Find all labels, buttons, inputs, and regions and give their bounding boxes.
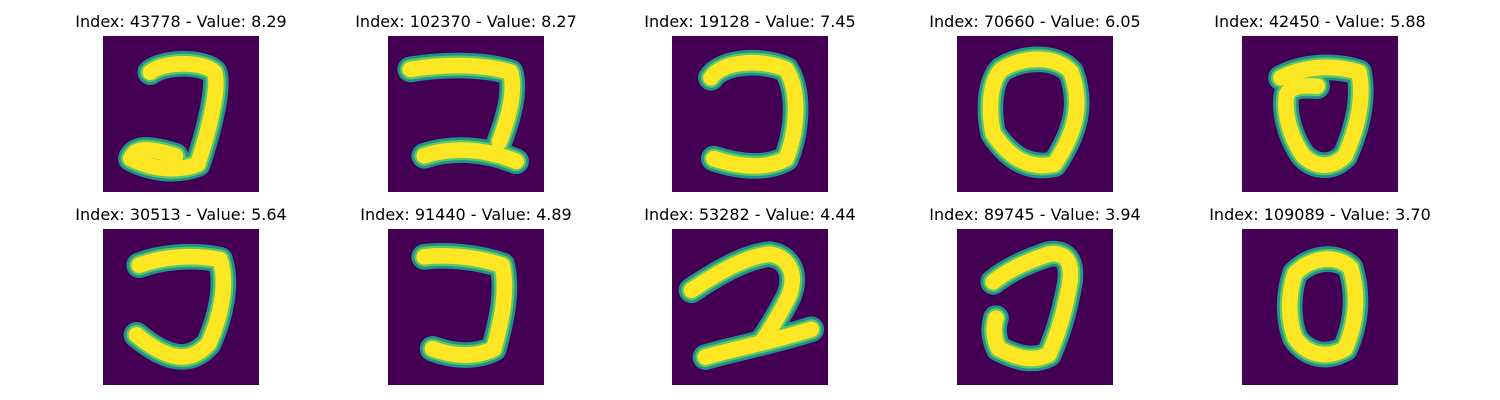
digit-image xyxy=(388,36,544,192)
digit-stroke-core xyxy=(123,56,224,177)
digit-image xyxy=(103,229,259,385)
digit-image xyxy=(1242,36,1398,192)
digit-image xyxy=(1242,229,1398,385)
panel-title: Index: 53282 - Value: 4.44 xyxy=(644,205,856,224)
panel-title: Index: 42450 - Value: 5.88 xyxy=(1214,12,1426,31)
digit-image xyxy=(672,36,828,192)
digit-stroke-core xyxy=(1273,59,1369,173)
digit-stroke-core xyxy=(985,246,1079,367)
digit-stroke-core xyxy=(1281,251,1364,363)
digit-stroke-core xyxy=(982,51,1085,174)
digit-stroke-core xyxy=(683,246,820,365)
digit-image xyxy=(957,36,1113,192)
panel-title: Index: 19128 - Value: 7.45 xyxy=(644,12,856,31)
digit-image xyxy=(957,229,1113,385)
digit-stroke-core xyxy=(402,57,524,170)
digit-image xyxy=(103,36,259,192)
panel-title: Index: 30513 - Value: 5.64 xyxy=(75,205,287,224)
digit-image xyxy=(388,229,544,385)
panel-title: Index: 43778 - Value: 8.29 xyxy=(75,12,287,31)
panel-title: Index: 70660 - Value: 6.05 xyxy=(929,12,1141,31)
digit-image xyxy=(672,229,828,385)
digit-stroke-core xyxy=(128,248,232,365)
panel-title: Index: 109089 - Value: 3.70 xyxy=(1209,205,1431,224)
panel-title: Index: 89745 - Value: 3.94 xyxy=(929,205,1141,224)
digit-stroke-core xyxy=(416,248,513,363)
panel-title: Index: 102370 - Value: 8.27 xyxy=(355,12,577,31)
panel-title: Index: 91440 - Value: 4.89 xyxy=(360,205,572,224)
digit-stroke-core xyxy=(703,54,804,174)
